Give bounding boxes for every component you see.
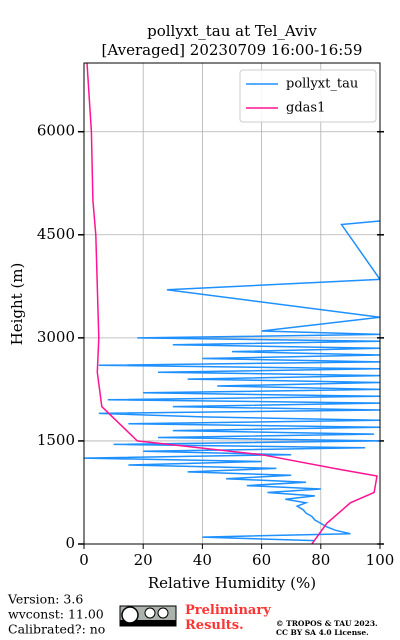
y-tick-label: 3000: [37, 328, 75, 346]
y-tick-label: 1500: [37, 431, 75, 449]
preliminary: Preliminary Results.: [185, 603, 271, 633]
x-tick-label: 60: [252, 551, 271, 569]
x-tick-label: 80: [311, 551, 330, 569]
license: CC BY SA 4.0 License.: [276, 628, 369, 637]
calibrated: Calibrated?: no: [8, 622, 105, 637]
y-tick-label: 0: [65, 534, 75, 552]
cc-logo: [119, 605, 177, 627]
legend-label: gdas1: [286, 101, 325, 116]
y-axis-label: Height (m): [8, 263, 26, 346]
profile-line: [86, 63, 378, 544]
copyright: © TROPOS & TAU 2023.: [276, 619, 378, 628]
x-tick-label: 20: [134, 551, 153, 569]
chart-title: pollyxt_tau at Tel_Aviv: [147, 22, 317, 40]
x-tick-label: 40: [193, 551, 212, 569]
chart-subtitle: [Averaged] 20230709 16:00-16:59: [102, 41, 363, 59]
x-axis-label: Relative Humidity (%): [148, 574, 316, 592]
legend: pollyxt_tau gdas1: [239, 69, 377, 123]
legend-label: pollyxt_tau: [286, 77, 358, 92]
y-tick-label: 4500: [37, 225, 75, 243]
legend-box: [239, 69, 377, 123]
x-tick-label: 0: [79, 551, 89, 569]
version: Version: 3.6: [7, 592, 83, 607]
wvconst: wvconst: 11.00: [8, 607, 104, 622]
x-tick-label: 100: [366, 551, 395, 569]
plot-frame: [83, 62, 381, 545]
y-tick-label: 6000: [37, 122, 75, 140]
profile-line: [84, 220, 380, 542]
